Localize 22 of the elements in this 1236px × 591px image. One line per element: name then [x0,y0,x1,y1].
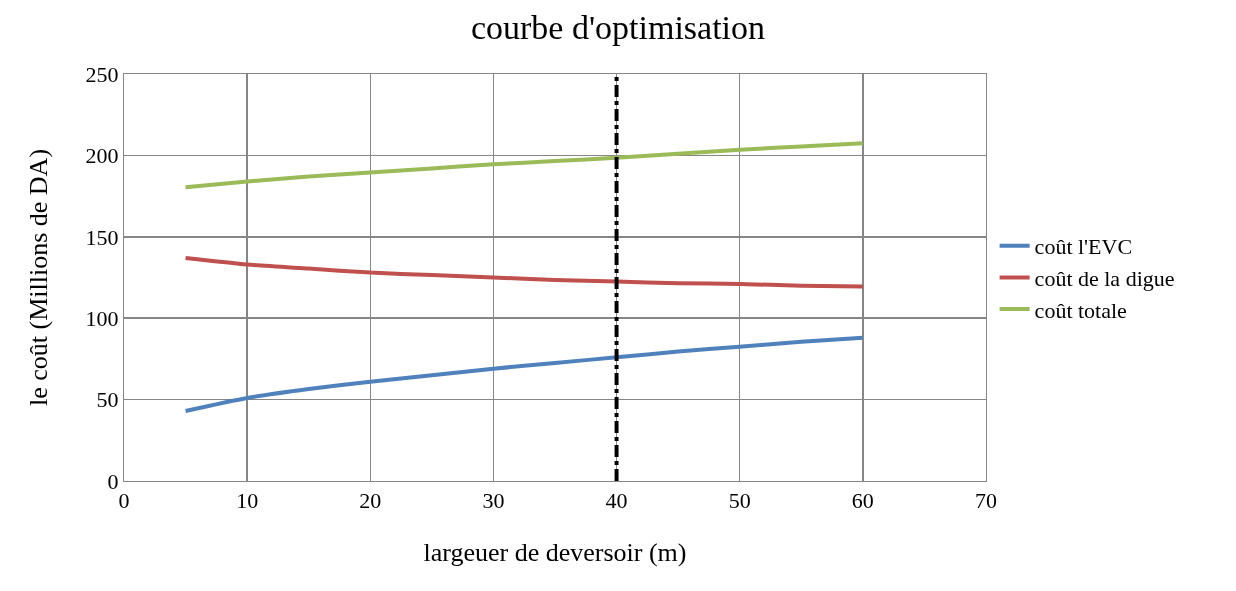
y-tick-label: 0 [107,468,119,494]
line-series [183,335,865,413]
y-tick-label: 200 [85,143,119,169]
x-tick-label: 10 [236,488,259,514]
x-tick-label: 20 [359,488,382,514]
x-tick-label: 70 [975,488,997,514]
line-series [183,255,865,289]
y-tick-label: 50 [96,387,119,413]
chart-title: courbe d'optimisation [470,8,766,46]
x-tick-label: 50 [728,488,751,514]
x-tick-label: 40 [605,488,628,514]
x-tick-label: 60 [851,488,874,514]
x-tick-label: 30 [482,488,505,514]
y-axis-title: le coût (Millions de DA) [24,148,53,407]
legend-label: coût l'EVC [1034,234,1133,260]
y-tick-label: 250 [85,61,119,87]
legend-label: coût totale [1034,297,1127,323]
legend-label: coût de la digue [1034,265,1175,291]
line-series [183,141,865,190]
y-tick-label: 100 [85,305,119,331]
x-axis-title: largeuer de deversoir (m) [423,538,687,568]
y-tick-label: 150 [85,224,119,250]
